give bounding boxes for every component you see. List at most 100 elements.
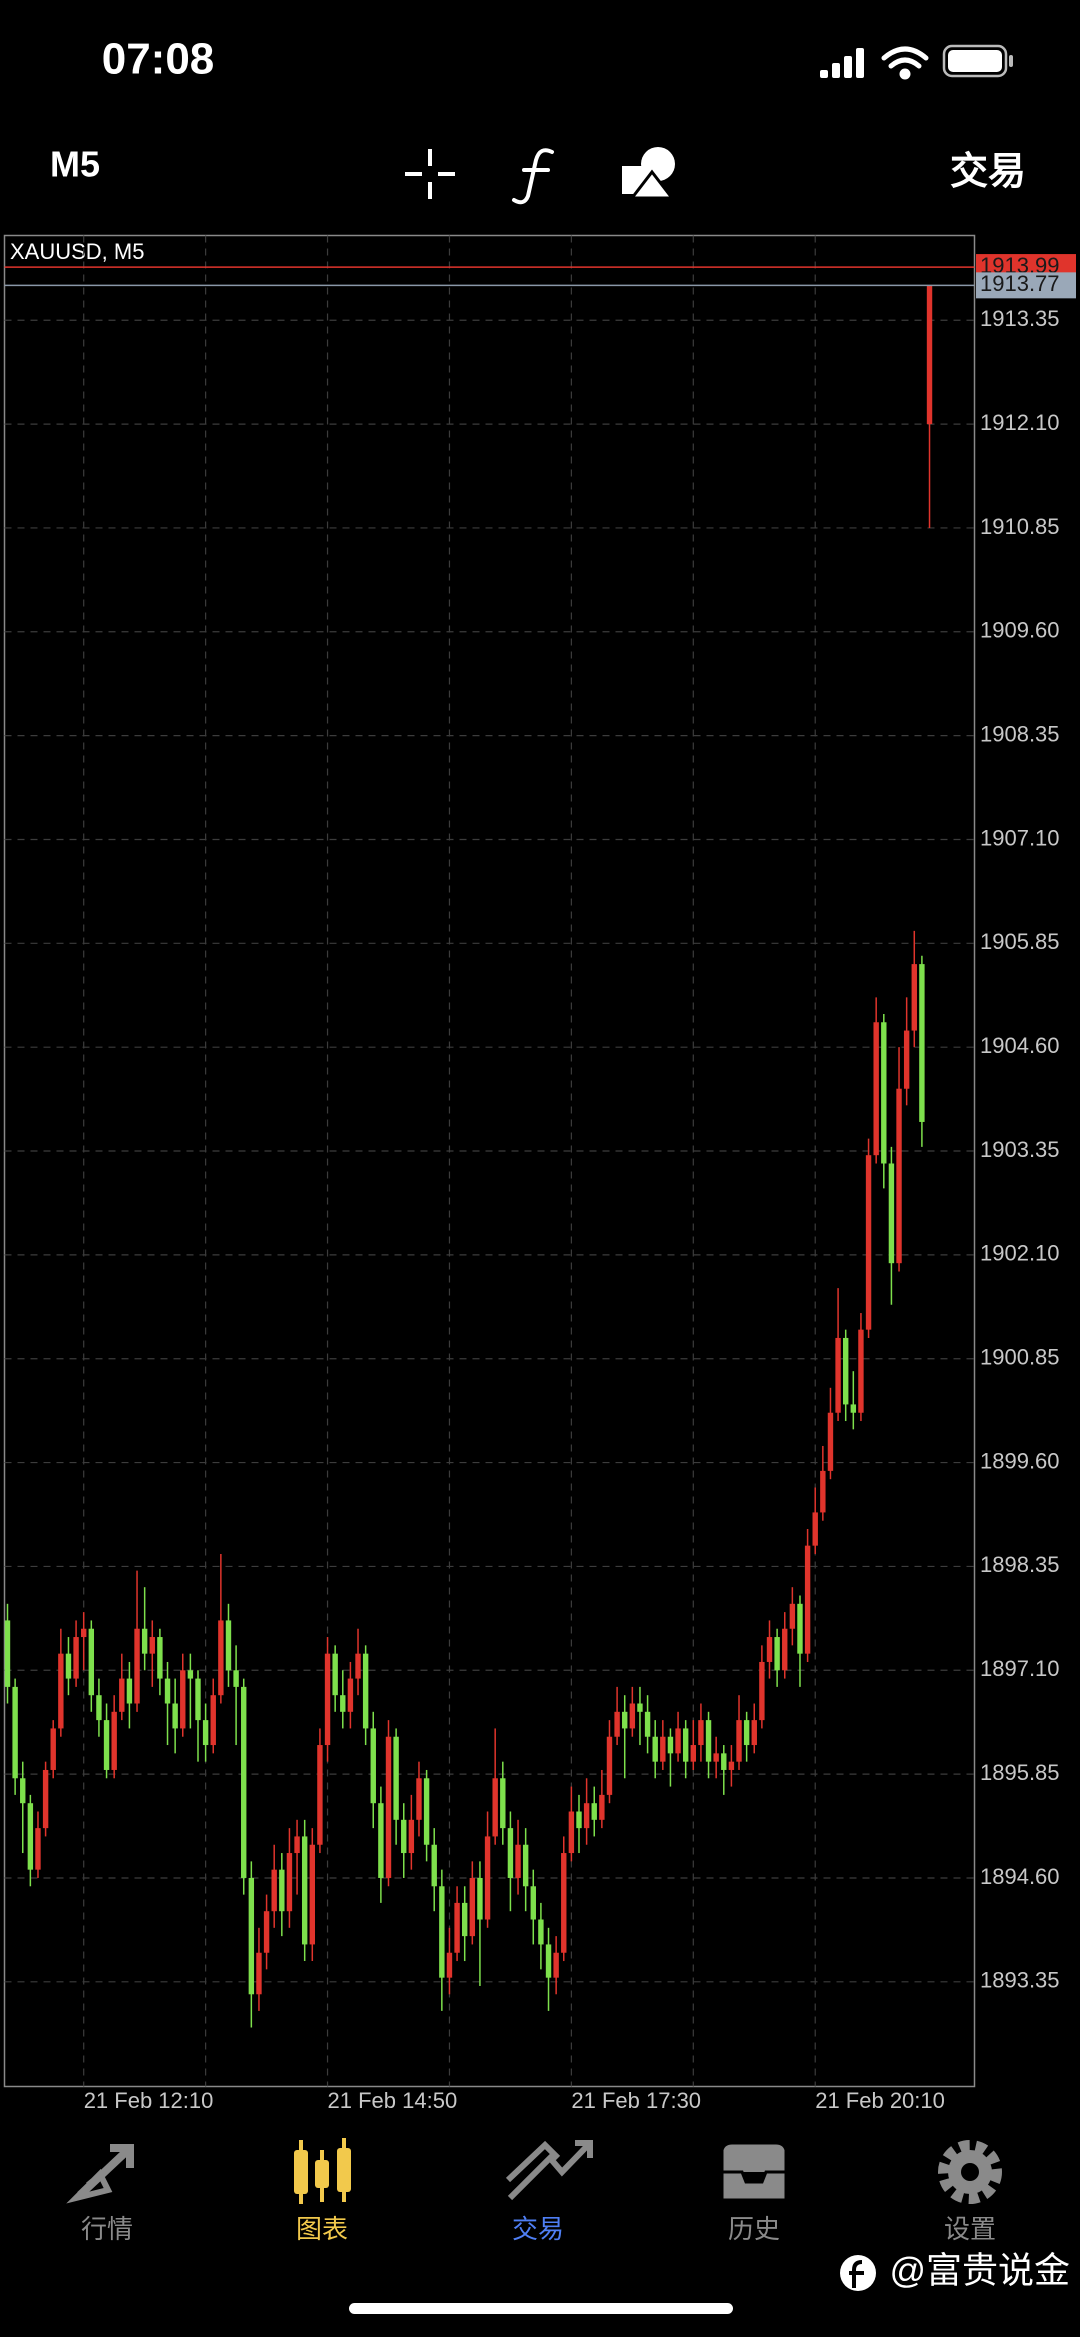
candle-body [279,1869,285,1912]
candle-body [263,1911,270,1953]
candle-body [469,1877,476,1937]
candle-body [149,1637,155,1654]
y-tick-label: 1904.60 [980,1033,1060,1058]
quotes-tab-icon[interactable] [66,2144,134,2204]
candle-body [187,1670,194,1679]
candle-body [873,1022,879,1156]
candle-body [919,964,925,1122]
candle-body [103,1720,110,1770]
trade-tab-icon[interactable] [505,2140,593,2201]
chart: XAUUSD, M5 1893.35 1894.60 1895.85 1897.10 1… [3,234,1076,2113]
y-tick-label: 1895.85 [980,1760,1060,1785]
candle-body [500,1778,506,1829]
candle-body [58,1653,64,1729]
y-tick-label: 1899.60 [980,1448,1060,1473]
candle-body [606,1736,613,1795]
candle-body [766,1637,773,1662]
tab-label[interactable]: 图表 [296,2214,348,2244]
candle-body [96,1695,102,1721]
candle-body [416,1778,422,1820]
candle-body [12,1686,18,1779]
candle-body [599,1794,605,1820]
candle-body [134,1628,140,1704]
candle-body [759,1661,765,1721]
candle-body [629,1703,636,1729]
candle-body [850,1404,857,1413]
y-tick-label: 1910.85 [980,514,1060,539]
candle-body [126,1678,133,1704]
tab-label[interactable]: 设置 [944,2214,996,2244]
tab-label[interactable]: 历史 [728,2214,780,2244]
candle-body [446,1952,453,1978]
candle-body [462,1902,468,1937]
chart-frame [3,234,976,2088]
candle-body [73,1637,79,1679]
candle-body [484,1836,491,1920]
candle-body [751,1720,757,1746]
indicators-button[interactable] [512,148,554,205]
y-tick-label: 1900.85 [980,1345,1060,1370]
candle-body [324,1653,331,1746]
candle-body [881,1022,887,1164]
candle-body [896,1088,902,1264]
history-tab-icon[interactable] [720,2141,788,2202]
candle-body [286,1853,293,1912]
candle-body [88,1628,95,1696]
candle-body [256,1952,262,1995]
candle-body [355,1653,361,1679]
candle-body [370,1728,376,1804]
candle-body [172,1703,178,1729]
candle-body [233,1670,239,1687]
candle-body [301,1836,308,1945]
candle-body [42,1769,49,1829]
candle-body [843,1337,849,1405]
y-tick-label: 1909.60 [980,618,1060,643]
wifi-icon [881,46,929,80]
candle-body [340,1695,346,1712]
crosshair-button[interactable] [405,149,455,199]
candle-body [614,1711,620,1737]
candle-body [568,1811,575,1854]
candle-body [682,1728,689,1762]
candle-body [141,1628,148,1654]
tab-label[interactable]: 行情 [81,2214,133,2244]
candle-body [812,1512,818,1546]
candle-body [652,1736,658,1762]
charts-tab-icon[interactable] [294,2138,351,2204]
bid-tag [976,272,1076,299]
signal-icon [820,48,864,78]
status-time: 07:08 [102,35,215,84]
candle-body [477,1877,483,1920]
settings-tab-icon[interactable] [938,2140,1002,2204]
candle-body [4,1620,11,1687]
candle-body [317,1745,323,1845]
y-tick-label: 1903.35 [980,1137,1060,1162]
candle-body [591,1803,597,1820]
candle-body [50,1728,56,1770]
tab-label[interactable]: 交易 [512,2214,564,2244]
candle-body [492,1778,498,1837]
candle-body [530,1886,536,1920]
candle-body [675,1728,681,1754]
candle-body [705,1720,712,1762]
candle-body [202,1720,209,1746]
x-tick-label: 21 Feb 17:30 [571,2088,701,2113]
candle-body [789,1603,796,1629]
candle-body [35,1828,41,1870]
candle-body [538,1919,544,1945]
candle-body [218,1620,224,1696]
y-tick-label: 1902.10 [980,1241,1060,1266]
candle-body [439,1886,445,1978]
candle-body [157,1637,163,1679]
candle-body [728,1761,735,1770]
objects-button[interactable] [622,147,676,200]
y-tick-label: 1897.10 [980,1656,1060,1681]
candle-body [164,1678,171,1704]
candle-body [721,1753,727,1770]
timeframe-button[interactable]: M5 [50,144,100,185]
trade-button[interactable]: 交易 [950,150,1026,193]
candle-body [835,1337,841,1413]
candle-body [622,1711,628,1729]
x-tick-label: 21 Feb 14:50 [328,2088,458,2113]
